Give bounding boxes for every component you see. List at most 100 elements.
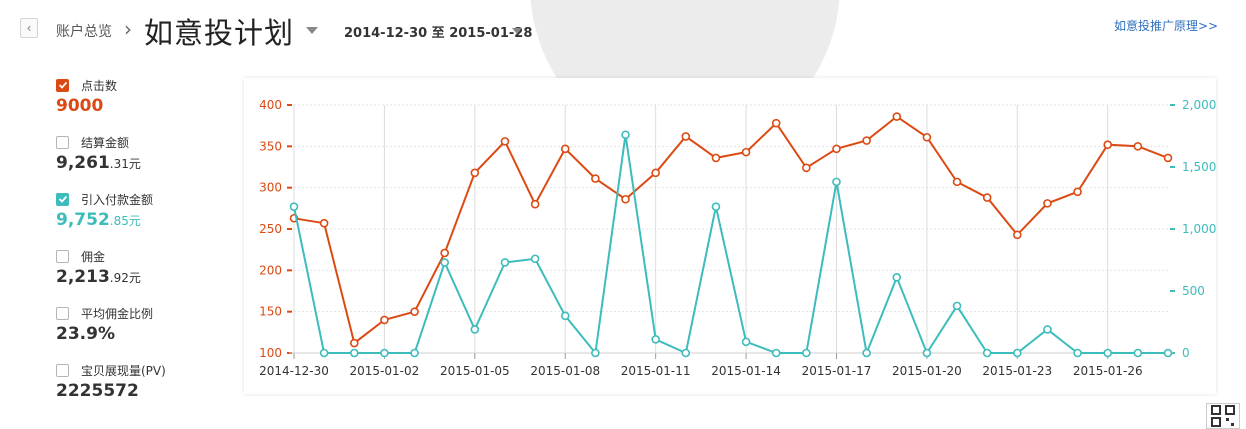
- y-right-tick-label: 1,000: [1182, 222, 1216, 236]
- data-point: [319, 348, 329, 358]
- data-point: [952, 301, 962, 311]
- metric-value: 9000: [56, 96, 104, 116]
- data-point: [470, 168, 480, 178]
- metric-impressions: 宝贝展现量(PV) 2225572: [56, 362, 236, 401]
- data-point: [319, 218, 329, 228]
- data-point: [470, 325, 480, 334]
- data-point: [681, 348, 691, 358]
- y-left-tick-label: 100: [259, 346, 282, 360]
- x-tick-label: 2015-01-23: [982, 364, 1052, 378]
- x-tick-label: 2015-01-14: [711, 364, 781, 378]
- y-right-tick-label: 500: [1182, 284, 1205, 298]
- x-tick-label: 2015-01-02: [350, 364, 420, 378]
- metric-label: 宝贝展现量(PV): [81, 363, 166, 378]
- data-point: [410, 348, 419, 358]
- data-point: [440, 258, 449, 267]
- data-point: [802, 348, 811, 358]
- qr-code-icon[interactable]: [1206, 403, 1240, 429]
- data-point: [1013, 230, 1022, 240]
- data-point: [1163, 153, 1173, 163]
- data-point: [1133, 348, 1143, 358]
- data-point: [802, 163, 811, 173]
- data-point: [500, 258, 510, 267]
- data-point: [741, 147, 751, 157]
- data-point: [711, 153, 721, 163]
- metric-value: 9,261.31元: [56, 153, 141, 173]
- data-point: [832, 177, 841, 187]
- help-link[interactable]: 如意投推广原理>>: [1114, 19, 1219, 33]
- series-line-payment: [293, 134, 1168, 357]
- checkbox-avg-commission-rate[interactable]: [56, 306, 69, 320]
- y-left-tick-label: 400: [259, 98, 282, 112]
- data-point: [892, 112, 902, 121]
- checkbox-settlement-amount[interactable]: [56, 135, 69, 149]
- metric-value: 2,213.92元: [56, 267, 141, 287]
- date-dropdown-caret-icon[interactable]: [512, 28, 522, 34]
- y-left-tick-label: 200: [259, 263, 282, 277]
- breadcrumb-separator-icon: ›: [124, 17, 132, 41]
- data-point: [560, 311, 570, 321]
- data-point: [1073, 348, 1082, 358]
- check-icon: [58, 81, 67, 89]
- data-point: [530, 254, 540, 264]
- data-point: [1043, 325, 1052, 334]
- x-tick-label: 2015-01-05: [440, 364, 510, 378]
- metric-payment-amount: 引入付款金额 9,752.85元: [56, 191, 236, 230]
- trend-chart-card: 100 150 200 250 300 350 400 0 500 1,000 1,500 2,000…: [244, 78, 1216, 394]
- y-left-tick-label: 250: [259, 222, 282, 236]
- metric-label: 结算金额: [81, 135, 130, 150]
- y-left-tick-label: 300: [259, 181, 282, 195]
- data-point: [922, 132, 932, 142]
- metric-label: 平均佣金比例: [81, 306, 154, 321]
- data-point: [741, 337, 751, 347]
- data-point: [530, 199, 540, 209]
- x-tick-label: 2014-12-30: [259, 364, 329, 378]
- y-right-tick-label: 0: [1182, 346, 1190, 360]
- data-point: [1103, 348, 1113, 358]
- y-right-tick-label: 2,000: [1182, 98, 1216, 112]
- x-tick-label: 2015-01-17: [802, 364, 872, 378]
- data-point: [500, 137, 510, 146]
- x-tick-label: 2015-01-08: [530, 364, 600, 378]
- y-left-tick-label: 350: [259, 139, 282, 153]
- check-icon: [58, 195, 67, 203]
- metric-value: 23.9%: [56, 324, 115, 344]
- metric-commission: 佣金 2,213.92元: [56, 248, 236, 287]
- breadcrumb[interactable]: 账户总览: [56, 24, 112, 40]
- back-button[interactable]: ‹: [20, 18, 38, 38]
- trend-chart: 100 150 200 250 300 350 400 0 500 1,000 1,500 2,000…: [259, 98, 1216, 378]
- data-point: [771, 118, 781, 128]
- data-point: [380, 315, 389, 325]
- data-point: [560, 144, 570, 154]
- page-title[interactable]: 如意投计划: [144, 16, 295, 50]
- x-tick-label: 2015-01-20: [892, 364, 962, 378]
- checkbox-impressions[interactable]: [56, 363, 69, 377]
- data-point: [952, 177, 962, 187]
- x-tick-label: 2015-01-11: [621, 364, 691, 378]
- data-point: [440, 248, 449, 258]
- data-point: [410, 307, 419, 316]
- data-point: [922, 348, 932, 358]
- checkbox-clicks[interactable]: [56, 78, 69, 92]
- metric-avg-commission-rate: 平均佣金比例 23.9%: [56, 305, 236, 344]
- data-point: [621, 194, 630, 204]
- data-point: [1133, 142, 1143, 151]
- data-point: [771, 348, 781, 358]
- checkbox-payment-amount[interactable]: [56, 192, 69, 206]
- series-line-clicks: [293, 115, 1169, 345]
- data-point: [681, 132, 691, 141]
- data-point: [982, 193, 992, 202]
- metric-label: 点击数: [81, 78, 118, 93]
- y-left-tick-label: 150: [259, 305, 282, 319]
- title-dropdown-caret-icon[interactable]: [306, 27, 318, 34]
- data-point: [591, 174, 600, 183]
- data-point: [982, 348, 992, 358]
- data-point: [1103, 140, 1113, 149]
- data-point: [651, 335, 660, 344]
- data-point: [349, 338, 359, 348]
- checkbox-commission[interactable]: [56, 249, 69, 263]
- date-range-picker[interactable]: 2014-12-30 至 2015-01-28: [344, 26, 533, 41]
- chevron-left-icon: ‹: [26, 21, 32, 35]
- data-point: [832, 144, 841, 154]
- data-point: [862, 136, 871, 145]
